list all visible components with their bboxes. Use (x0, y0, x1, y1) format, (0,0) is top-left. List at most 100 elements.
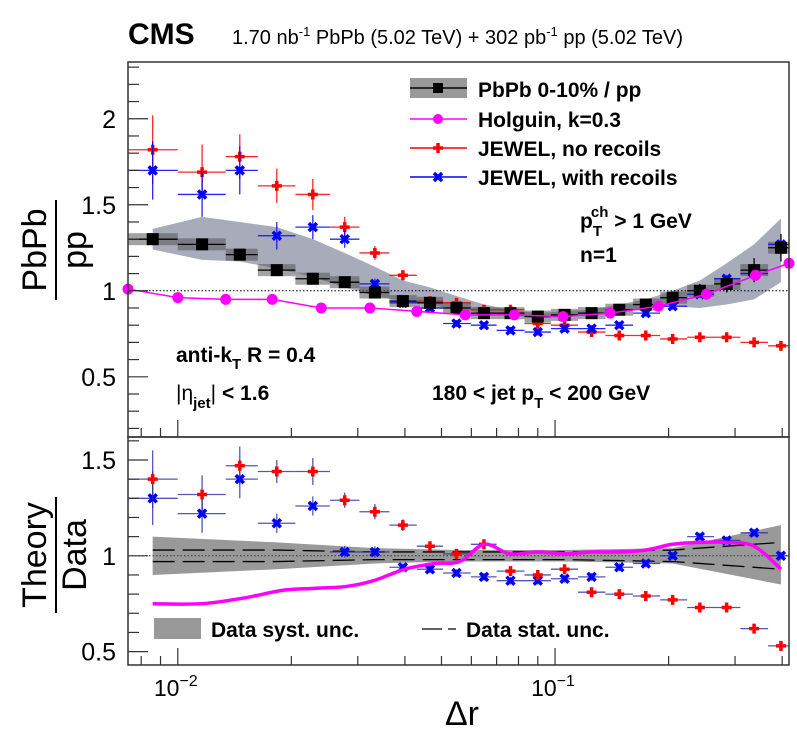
jewel-with-recoils-point (478, 571, 490, 583)
data-point (146, 233, 159, 246)
jewel-no-recoils-point (586, 587, 597, 598)
data-point (477, 307, 490, 320)
holguin-point (459, 309, 471, 321)
legend-label-syst: Data syst. unc. (211, 619, 359, 642)
jewel-no-recoils-point (505, 566, 516, 577)
holguin-point (315, 302, 327, 314)
jewel-no-recoils-point (339, 495, 350, 506)
jewel-with-recoils-point (451, 567, 462, 579)
jewel-no-recoils-point (307, 466, 318, 477)
jewel-with-recoils-point (271, 230, 283, 241)
holguin-point (220, 293, 232, 305)
jewel-with-recoils-point (614, 562, 625, 573)
y-tick-label: 2 (102, 106, 116, 134)
header: CMS 1.70 nb-1 PbPb (5.02 TeV) + 302 pb-1… (128, 18, 683, 51)
jewel-with-recoils-point (614, 319, 625, 331)
jewel-with-recoils-point (775, 550, 787, 562)
data-point (774, 241, 787, 254)
data-point (368, 286, 381, 299)
holguin-point (508, 309, 520, 321)
jewel-no-recoils-point (397, 270, 408, 281)
legend-label-stat: Data stat. unc. (466, 619, 610, 642)
jewel-with-recoils-point (307, 500, 319, 512)
jewel-no-recoils-point (640, 591, 651, 602)
y-tick-label: 1 (102, 278, 116, 306)
y-tick-label: 1 (102, 543, 116, 571)
theory-data-y-label-denominator: Data (56, 519, 94, 591)
ratio-plot-area (122, 115, 795, 351)
ratio-y-label-denominator: pp (56, 231, 94, 269)
jewel-no-recoils-point (147, 474, 158, 485)
data-point (270, 264, 283, 277)
jewel-no-recoils-point (614, 330, 625, 341)
data-point (531, 310, 544, 323)
data-stat-lower (152, 558, 781, 570)
jewel-with-recoils-point (748, 527, 760, 539)
legend-label-holguin: Holguin, k=0.3 (478, 109, 621, 132)
jewel-no-recoils-point (640, 330, 651, 341)
jewel-with-recoils-point (505, 575, 516, 586)
theory-data-plot-area (128, 446, 789, 651)
data-point (423, 296, 436, 309)
annotation-jet-algo: anti-kT R = 0.4 (176, 344, 316, 373)
svg-text:pTch > 1 GeV: pTch > 1 GeV (580, 204, 692, 240)
holguin-point (604, 307, 616, 319)
jewel-with-recoils-point (424, 563, 436, 575)
jewel-no-recoils-point (369, 247, 380, 258)
holguin-point (700, 288, 712, 300)
luminosity-label: 1.70 nb-1 PbPb (5.02 TeV) + 302 pb-1 pp … (232, 24, 683, 49)
data-point (306, 272, 319, 285)
jewel-no-recoils-point (667, 594, 678, 605)
data-point (233, 248, 246, 261)
jewel-no-recoils-point (721, 602, 732, 613)
jewel-no-recoils-point (532, 569, 543, 580)
jewel-no-recoils-point (339, 222, 350, 233)
jewel-with-recoils-point (694, 531, 706, 542)
jewel-no-recoils-point (749, 623, 760, 634)
legend-item-jewel-no-recoils: JEWEL, no recoils (410, 138, 661, 161)
jewel-with-recoils-point (478, 319, 490, 331)
x-axis (140, 648, 783, 665)
jewel-with-recoils-point (505, 325, 516, 336)
jewel-with-recoils-point (586, 571, 597, 583)
jewel-with-recoils-point (559, 573, 570, 585)
data-point (396, 295, 409, 308)
x-tick-labels: 10−2 10−1 (154, 673, 575, 701)
x-tick-label: 10−2 (154, 673, 198, 701)
data-point (338, 276, 351, 289)
jewel-no-recoils-point (197, 489, 208, 500)
legend-syst-swatch (154, 618, 201, 639)
holguin-curve (152, 540, 783, 606)
jewel-with-recoils-point (640, 558, 652, 569)
y-tick-label: 0.5 (81, 364, 116, 392)
data-point (196, 238, 209, 251)
data-point (450, 301, 463, 314)
x-axis-title: Δr (445, 695, 479, 731)
annotation-track-pt: pTch > 1 GeV (580, 204, 692, 240)
theory-data-panel-frame (127, 436, 790, 666)
jewel-with-recoils-point (451, 318, 462, 329)
jewel-no-recoils-point (559, 564, 570, 575)
jewel-no-recoils-point (749, 337, 760, 348)
jewel-with-recoils-point (532, 575, 544, 586)
jewel-with-recoils-point (196, 189, 208, 200)
jewel-no-recoils-point (397, 520, 408, 531)
svg-text:anti-kT R = 0.4: anti-kT R = 0.4 (176, 344, 316, 373)
jewel-with-recoils-point (339, 546, 350, 558)
jewel-with-recoils-point (307, 221, 319, 233)
annotation-jet-pt: 180 < jet pT < 200 GeV (432, 382, 650, 412)
jewel-no-recoils-point (271, 180, 282, 191)
theory-data-y-axis-title: Theory Data (16, 497, 94, 613)
legend-item-jewel-with-recoils: JEWEL, with recoils (410, 167, 678, 190)
jewel-no-recoils-point (234, 460, 245, 471)
jewel-no-recoils-point (775, 640, 786, 651)
jewel-with-recoils-point (147, 165, 158, 176)
jewel-with-recoils-point (339, 233, 350, 245)
jewel-no-recoils-point (694, 602, 705, 613)
jewel-with-recoils-point (196, 508, 208, 519)
ratio-y-axis-title: PbPb pp (16, 200, 94, 300)
legend-item-holguin: Holguin, k=0.3 (410, 109, 621, 132)
svg-text:|ηjet| < 1.6: |ηjet| < 1.6 (176, 382, 269, 412)
legend: PbPb 0-10% / pp Holguin, k=0.3 JEWEL, no… (410, 78, 678, 190)
jewel-no-recoils-point (775, 340, 786, 351)
